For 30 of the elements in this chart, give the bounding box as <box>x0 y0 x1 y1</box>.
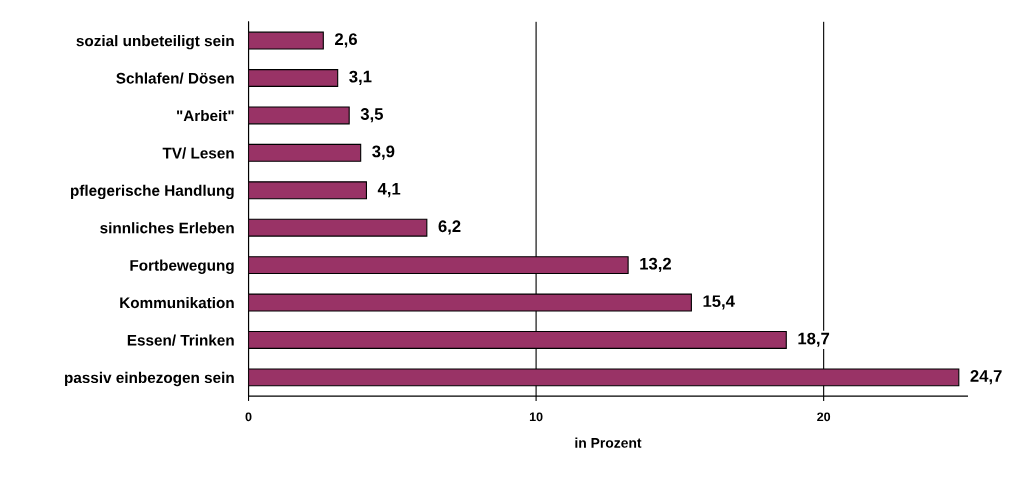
y-tick-label: "Arbeit" <box>177 109 234 122</box>
x-tick-label: 0 <box>245 412 252 422</box>
y-tick-label: Fortbewegung <box>130 259 234 274</box>
data-label: 24,7 <box>970 370 1002 385</box>
data-label: 3,1 <box>349 70 372 85</box>
data-label: 15,4 <box>703 295 735 310</box>
data-label: 13,2 <box>640 257 671 272</box>
data-label: 6,2 <box>438 220 461 235</box>
data-label: 18,7 <box>798 332 830 347</box>
bar <box>248 181 367 200</box>
bar <box>248 31 324 50</box>
y-tick-label: sinnliches Erleben <box>100 222 234 234</box>
data-label: 3,5 <box>360 108 383 123</box>
y-tick-label: sozial unbeteiligt sein <box>76 35 234 50</box>
y-tick-label: pflegerische Handlung <box>70 184 234 200</box>
data-label: 2,6 <box>334 33 357 48</box>
bar <box>248 218 428 237</box>
x-tick-label: 10 <box>529 412 543 422</box>
data-label: 4,1 <box>377 183 401 198</box>
y-tick-label: passiv einbezogen sein <box>65 371 234 387</box>
x-tick-label: 20 <box>817 412 831 422</box>
y-tick-label: TV/ Lesen <box>162 147 234 159</box>
data-label: 3,9 <box>372 145 395 160</box>
x-axis-title: in Prozent <box>575 437 642 448</box>
y-tick-label: Schlafen/ Dösen <box>116 72 234 84</box>
bar <box>248 69 339 87</box>
y-tick-label: Essen/ Trinken <box>127 334 234 346</box>
y-tick-label: Kommunikation <box>120 297 234 309</box>
bar <box>248 106 350 125</box>
bar <box>248 143 362 162</box>
